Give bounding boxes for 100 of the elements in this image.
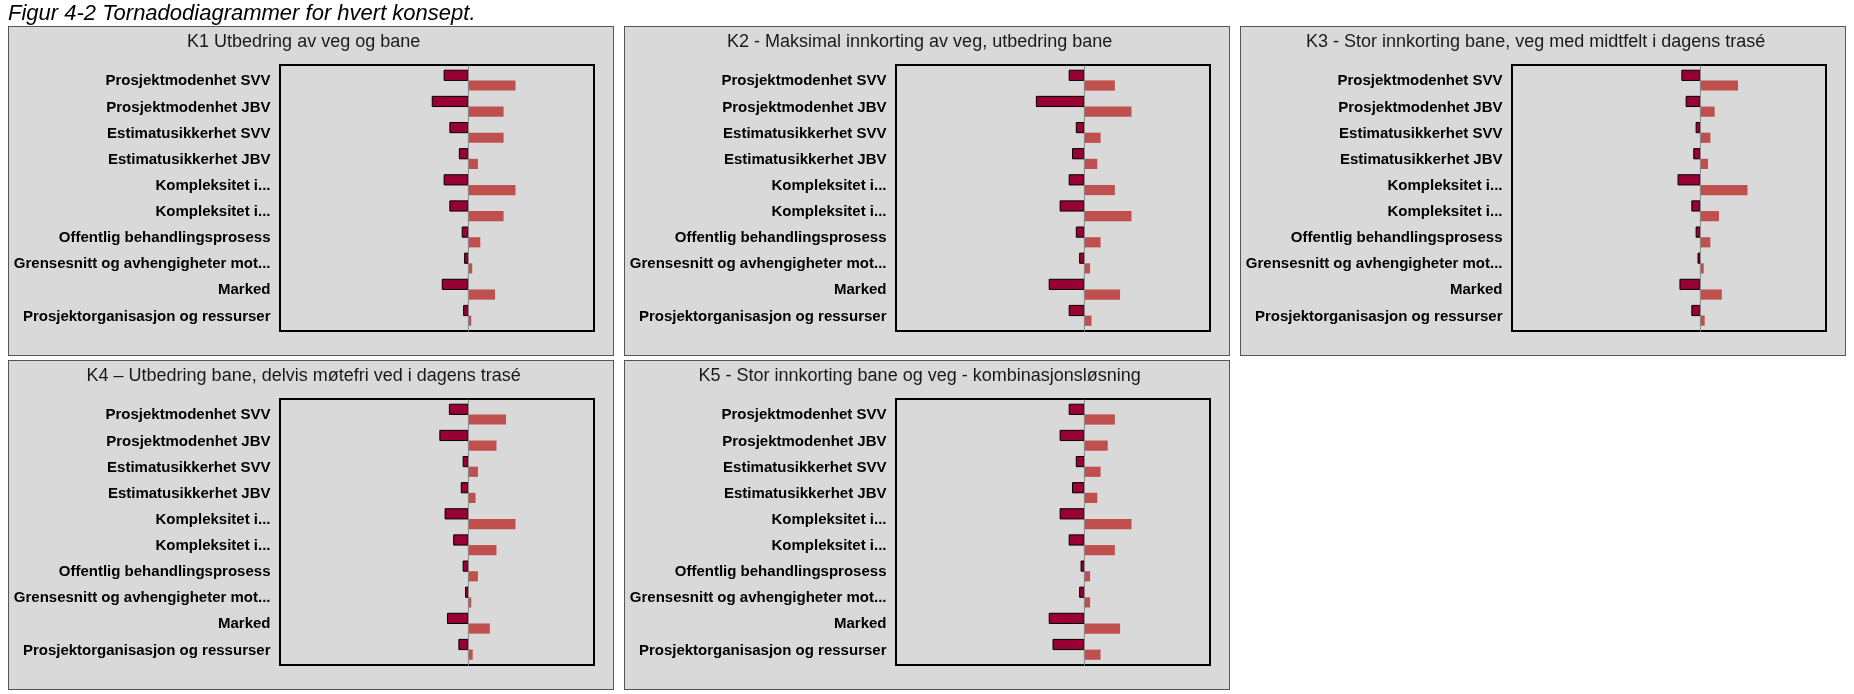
bar <box>1048 278 1085 290</box>
bar <box>462 560 469 572</box>
y-tick-label: Prosjektorganisasjon og ressurser <box>22 306 271 324</box>
y-tick-label: Prosjektmodenhet JBV <box>106 431 271 449</box>
bar <box>1695 121 1701 134</box>
bar <box>1083 518 1132 530</box>
bar <box>431 95 469 108</box>
bar <box>441 278 469 290</box>
bar <box>1059 508 1085 520</box>
bar <box>1695 226 1701 238</box>
bar <box>1068 304 1085 317</box>
bar <box>467 545 497 556</box>
bar <box>1083 289 1121 300</box>
y-tick-label: Offentlig behandlingsprosess <box>674 228 887 246</box>
bar <box>1075 455 1085 468</box>
bar <box>1083 440 1108 451</box>
y-tick-label: Offentlig behandlingsprosess <box>58 228 271 246</box>
bar <box>439 429 469 442</box>
y-tick-label: Kompleksitet i... <box>771 509 887 527</box>
y-tick-label: Kompleksitet i... <box>771 202 887 220</box>
bar <box>1679 278 1701 290</box>
bar <box>467 623 490 634</box>
bar <box>1079 252 1085 264</box>
bar <box>1068 534 1085 546</box>
chart-title: K4 – Utbedring bane, delvis møtefri ved i dagens trasé <box>86 365 521 385</box>
bar <box>1681 69 1701 81</box>
bar <box>1083 106 1132 117</box>
bar <box>1699 106 1715 117</box>
bar <box>464 252 469 264</box>
bar <box>467 414 506 425</box>
y-tick-label: Prosjektmodenhet JBV <box>106 97 271 115</box>
bar <box>1083 237 1101 248</box>
chart-title: K1 Utbedring av veg og bane <box>187 31 421 51</box>
chart-title: K2 - Maksimal innkorting av veg, utbedring bane <box>727 31 1113 51</box>
y-tick-label: Kompleksitet i... <box>1387 175 1503 193</box>
y-tick-label: Kompleksitet i... <box>771 536 887 554</box>
bar <box>443 174 469 186</box>
bar <box>449 200 469 212</box>
y-tick-label: Kompleksitet i... <box>1387 202 1503 220</box>
bar <box>463 304 469 317</box>
bar <box>467 184 516 196</box>
y-tick-label: Grensesnitt og avhengigheter mot... <box>629 254 887 272</box>
bar <box>448 403 469 415</box>
y-tick-label: Offentlig behandlingsprosess <box>1290 228 1503 246</box>
y-tick-label: Estimatusikkerhet JBV <box>107 483 271 501</box>
bar <box>1083 132 1101 143</box>
y-tick-label: Prosjektorganisasjon og ressurser <box>638 306 887 324</box>
y-tick-label: Estimatusikkerhet JBV <box>723 149 887 167</box>
y-tick-label: Kompleksitet i... <box>771 175 887 193</box>
text: Figur 4-2 Tornadodiagrammer for hvert konsept. <box>8 0 476 26</box>
y-tick-label: Prosjektmodenhet SVV <box>721 405 887 423</box>
y-tick-label: Estimatusikkerhet JBV <box>1339 149 1503 167</box>
bar <box>1685 95 1701 108</box>
bar <box>467 289 496 300</box>
y-tick-label: Grensesnitt og avhengigheter mot... <box>13 254 271 272</box>
bar <box>458 638 469 651</box>
y-tick-label: Marked <box>217 280 271 298</box>
y-tick-label: Estimatusikkerhet SVV <box>723 457 887 475</box>
bar <box>460 482 469 494</box>
bar <box>453 534 469 546</box>
y-tick-label: Estimatusikkerhet SVV <box>1339 123 1503 141</box>
y-tick-label: Grensesnitt og avhengigheter mot... <box>1245 254 1503 272</box>
bar <box>1083 211 1132 222</box>
y-tick-label: Prosjektmodenhet SVV <box>105 71 271 89</box>
y-tick-label: Kompleksitet i... <box>155 536 271 554</box>
y-tick-label: Prosjektmodenhet SVV <box>721 71 887 89</box>
bar <box>1035 95 1085 108</box>
bar <box>443 69 469 81</box>
chart-title: K5 - Stor innkorting bane og veg - kombinasjonsløsning <box>698 365 1141 385</box>
y-tick-label: Estimatusikkerhet SVV <box>723 123 887 141</box>
y-tick-label: Kompleksitet i... <box>155 509 271 527</box>
bar <box>1083 623 1121 634</box>
bar <box>1699 211 1719 222</box>
bar <box>1048 612 1085 624</box>
y-tick-label: Prosjektorganisasjon og ressurser <box>638 640 887 658</box>
y-tick-label: Grensesnitt og avhengigheter mot... <box>629 588 887 606</box>
bar <box>446 612 469 624</box>
y-tick-label: Prosjektmodenhet JBV <box>722 97 887 115</box>
y-tick-label: Marked <box>833 280 887 298</box>
y-tick-label: Prosjektmodenhet JBV <box>722 431 887 449</box>
bar <box>467 132 504 143</box>
bar <box>467 492 476 503</box>
y-tick-label: Prosjektmodenhet JBV <box>1338 97 1503 115</box>
y-tick-label: Prosjektmodenhet SVV <box>1337 71 1503 89</box>
bar <box>1052 638 1085 651</box>
bar <box>465 586 469 598</box>
bar <box>444 508 469 520</box>
bar <box>1059 429 1085 442</box>
bar <box>1083 80 1115 91</box>
bar <box>1059 200 1085 212</box>
y-tick-label: Kompleksitet i... <box>155 202 271 220</box>
bar <box>1072 148 1085 160</box>
bar <box>458 148 469 160</box>
chart-title: K3 - Stor innkorting bane, veg med midtfelt i dagens trasé <box>1306 31 1766 51</box>
bar <box>1693 148 1701 160</box>
y-tick-label: Estimatusikkerhet SVV <box>107 457 271 475</box>
y-tick-label: Grensesnitt og avhengigheter mot... <box>13 588 271 606</box>
bar <box>467 211 504 222</box>
bar <box>1083 466 1101 477</box>
bar <box>1075 121 1085 134</box>
